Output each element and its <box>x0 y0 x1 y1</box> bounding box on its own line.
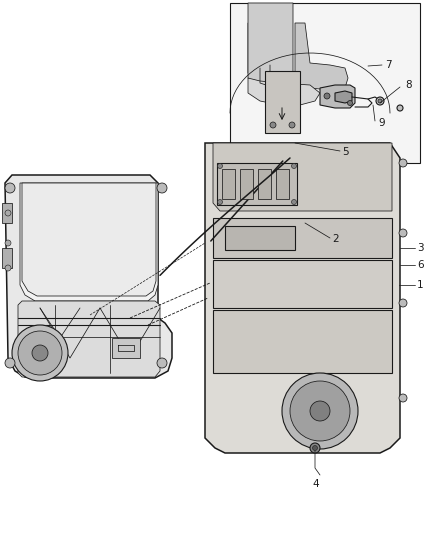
Circle shape <box>5 358 15 368</box>
Circle shape <box>312 446 318 450</box>
Polygon shape <box>248 78 320 105</box>
Polygon shape <box>265 71 300 133</box>
Text: 9: 9 <box>378 118 385 128</box>
Circle shape <box>5 265 11 271</box>
Polygon shape <box>335 91 352 103</box>
Polygon shape <box>225 226 295 250</box>
Text: 4: 4 <box>313 479 319 489</box>
Polygon shape <box>2 203 12 223</box>
Circle shape <box>157 358 167 368</box>
Circle shape <box>5 240 11 246</box>
Circle shape <box>310 443 320 453</box>
Circle shape <box>289 122 295 128</box>
Polygon shape <box>213 260 392 308</box>
Text: 1: 1 <box>417 280 424 290</box>
Polygon shape <box>5 175 172 378</box>
Circle shape <box>290 381 350 441</box>
Polygon shape <box>248 3 293 93</box>
Polygon shape <box>213 218 392 258</box>
Circle shape <box>399 299 407 307</box>
Circle shape <box>324 93 330 99</box>
Circle shape <box>218 164 223 168</box>
Circle shape <box>5 210 11 216</box>
Circle shape <box>157 183 167 193</box>
Circle shape <box>270 122 276 128</box>
Circle shape <box>18 331 62 375</box>
Circle shape <box>397 105 403 111</box>
Polygon shape <box>222 169 235 199</box>
Circle shape <box>32 345 48 361</box>
Text: 7: 7 <box>385 60 392 70</box>
Circle shape <box>347 101 353 106</box>
Circle shape <box>282 373 358 449</box>
Circle shape <box>399 159 407 167</box>
Circle shape <box>12 325 68 381</box>
Text: 2: 2 <box>332 234 339 244</box>
Polygon shape <box>213 143 392 211</box>
Circle shape <box>218 199 223 205</box>
Text: 3: 3 <box>417 243 424 253</box>
Circle shape <box>5 183 15 193</box>
Polygon shape <box>320 85 355 108</box>
Polygon shape <box>112 338 140 358</box>
Polygon shape <box>230 3 420 163</box>
Polygon shape <box>248 23 295 98</box>
Text: 8: 8 <box>405 80 412 90</box>
Circle shape <box>310 401 330 421</box>
Circle shape <box>399 229 407 237</box>
Polygon shape <box>205 143 400 453</box>
Text: 5: 5 <box>342 147 349 157</box>
Polygon shape <box>240 169 253 199</box>
Polygon shape <box>20 183 158 301</box>
Circle shape <box>399 394 407 402</box>
Polygon shape <box>18 301 160 377</box>
Circle shape <box>378 99 382 103</box>
Polygon shape <box>2 248 12 268</box>
Polygon shape <box>213 310 392 373</box>
Polygon shape <box>258 169 271 199</box>
Polygon shape <box>276 169 289 199</box>
Polygon shape <box>295 23 348 90</box>
Circle shape <box>292 164 297 168</box>
Polygon shape <box>22 183 156 296</box>
Polygon shape <box>217 163 297 205</box>
Circle shape <box>376 97 384 105</box>
Text: 6: 6 <box>417 260 424 270</box>
Circle shape <box>292 199 297 205</box>
